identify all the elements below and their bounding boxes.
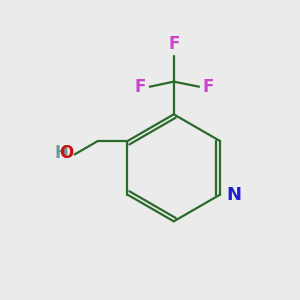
Text: F: F [168, 35, 179, 53]
Text: O: O [59, 144, 73, 162]
Text: H: H [54, 144, 68, 162]
Text: F: F [202, 78, 214, 96]
Text: N: N [226, 186, 242, 204]
Text: F: F [135, 78, 146, 96]
